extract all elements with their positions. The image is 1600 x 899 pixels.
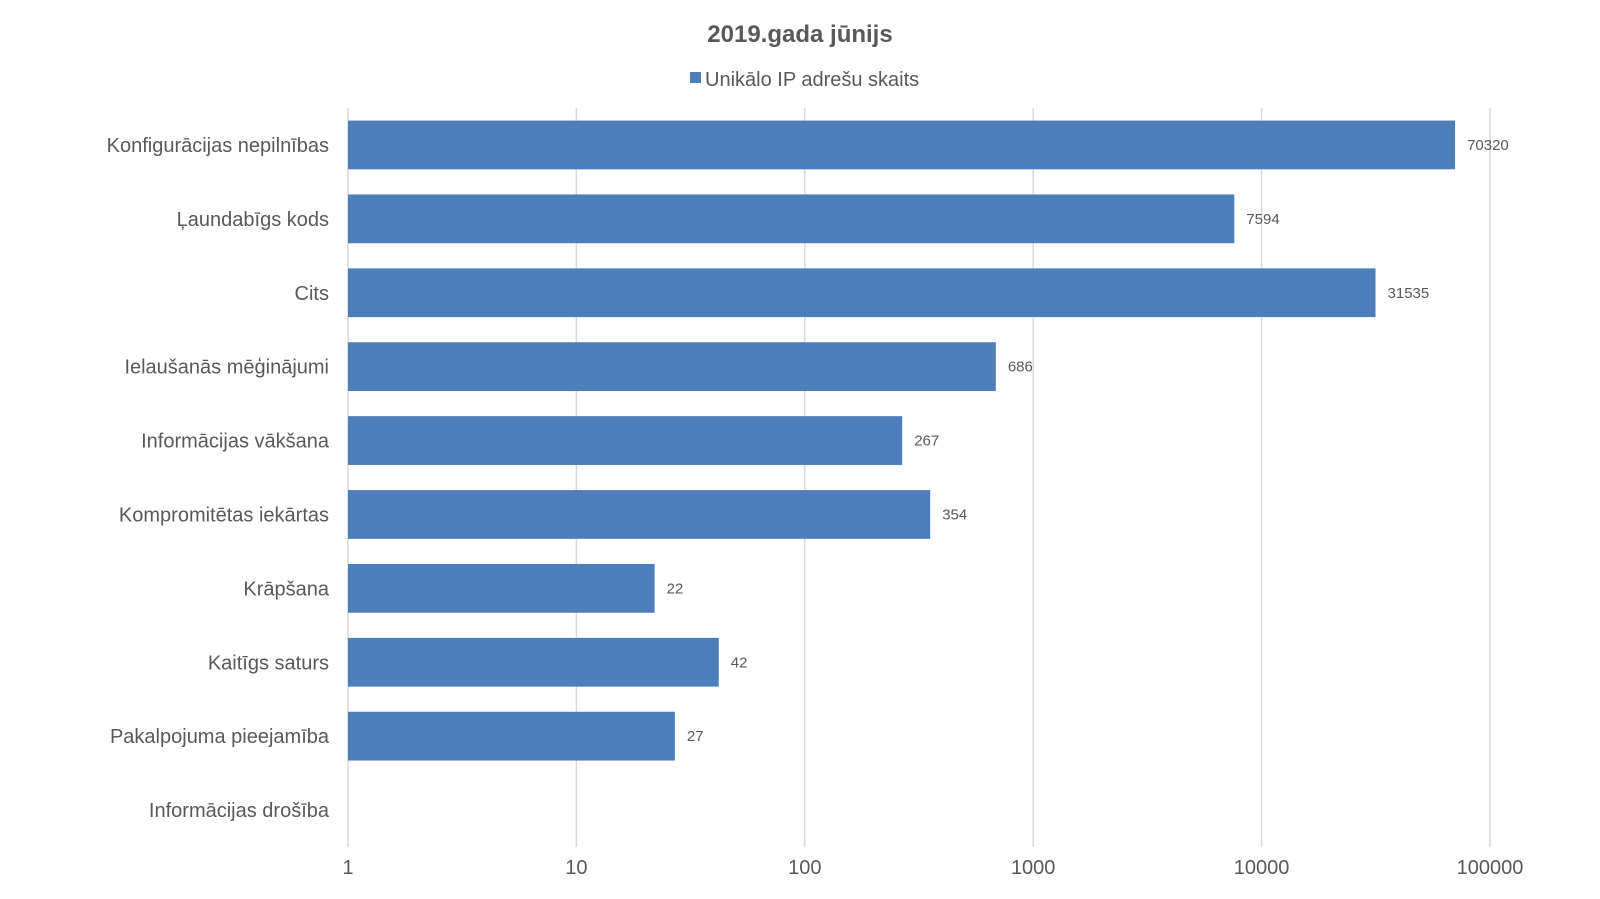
data-label: 354 — [942, 506, 967, 523]
category-label: Konfigurācijas nepilnības — [107, 135, 329, 157]
data-label: 267 — [914, 433, 939, 450]
bar — [348, 268, 1376, 318]
category-label: Informācijas vākšana — [141, 431, 330, 453]
data-labels: 70320 7594 31535 686 267 354 22 42 27 — [667, 137, 1509, 745]
data-label: 70320 — [1467, 137, 1509, 154]
bar — [348, 711, 675, 761]
x-tick-label: 10 — [565, 857, 587, 879]
category-label: Kaitīgs saturs — [208, 652, 329, 674]
bar — [348, 120, 1456, 170]
x-tick-label: 1 — [342, 857, 353, 879]
category-label: Ielaušanās mēģinājumi — [124, 357, 329, 379]
bar — [348, 416, 903, 465]
x-tick-label: 100 — [788, 857, 821, 879]
data-label: 22 — [667, 580, 684, 597]
bar — [348, 563, 655, 613]
legend: Unikālo IP adrešu skaits — [690, 69, 919, 91]
x-tick-label: 10000 — [1234, 857, 1290, 879]
chart-title: 2019.gada jūnijs — [707, 21, 892, 48]
x-axis-tick-labels: 1 10 100 1000 10000 100000 — [342, 857, 1523, 879]
category-label: Krāpšana — [243, 578, 329, 600]
bar — [348, 637, 719, 687]
x-tick-label: 1000 — [1011, 857, 1056, 879]
data-label: 27 — [687, 728, 704, 745]
bar — [348, 490, 931, 539]
data-label: 7594 — [1246, 211, 1279, 228]
category-labels: Konfigurācijas nepilnības Ļaundabīgs kods… — [107, 135, 330, 822]
category-label: Cits — [295, 283, 329, 305]
data-label: 686 — [1008, 359, 1033, 376]
legend-swatch — [690, 72, 701, 83]
category-label: Kompromitētas iekārtas — [119, 504, 329, 526]
bar — [348, 194, 1235, 244]
category-label: Ļaundabīgs kods — [177, 209, 329, 231]
x-tick-label: 100000 — [1457, 857, 1524, 879]
legend-label: Unikālo IP adrešu skaits — [705, 69, 919, 91]
data-label: 31535 — [1388, 285, 1430, 302]
bar — [348, 342, 996, 392]
category-label: Pakalpojuma pieejamība — [110, 726, 330, 748]
category-label: Informācijas drošība — [149, 800, 330, 822]
data-label: 42 — [731, 654, 748, 671]
bars — [348, 120, 1456, 761]
